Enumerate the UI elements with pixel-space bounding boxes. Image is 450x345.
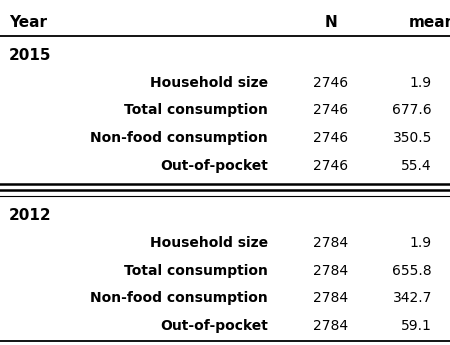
Text: 2746: 2746 <box>313 131 348 145</box>
Text: Non-food consumption: Non-food consumption <box>90 292 268 305</box>
Text: 2746: 2746 <box>313 159 348 172</box>
Text: Household size: Household size <box>149 76 268 90</box>
Text: Out-of-pocket: Out-of-pocket <box>160 319 268 333</box>
Text: 2015: 2015 <box>9 48 51 63</box>
Text: Non-food consumption: Non-food consumption <box>90 131 268 145</box>
Text: 677.6: 677.6 <box>392 104 432 117</box>
Text: 1.9: 1.9 <box>410 76 432 90</box>
Text: 2784: 2784 <box>313 236 348 250</box>
Text: 55.4: 55.4 <box>401 159 432 172</box>
Text: 2746: 2746 <box>313 76 348 90</box>
Text: Out-of-pocket: Out-of-pocket <box>160 159 268 172</box>
Text: 350.5: 350.5 <box>392 131 432 145</box>
Text: 655.8: 655.8 <box>392 264 432 278</box>
Text: mean: mean <box>408 15 450 30</box>
Text: N: N <box>324 15 337 30</box>
Text: 1.9: 1.9 <box>410 236 432 250</box>
Text: 2784: 2784 <box>313 292 348 305</box>
Text: Total consumption: Total consumption <box>124 104 268 117</box>
Text: 2784: 2784 <box>313 264 348 278</box>
Text: 2746: 2746 <box>313 104 348 117</box>
Text: Household size: Household size <box>149 236 268 250</box>
Text: Total consumption: Total consumption <box>124 264 268 278</box>
Text: 2012: 2012 <box>9 208 52 223</box>
Text: Year: Year <box>9 15 47 30</box>
Text: 342.7: 342.7 <box>392 292 432 305</box>
Text: 2784: 2784 <box>313 319 348 333</box>
Text: 59.1: 59.1 <box>401 319 432 333</box>
